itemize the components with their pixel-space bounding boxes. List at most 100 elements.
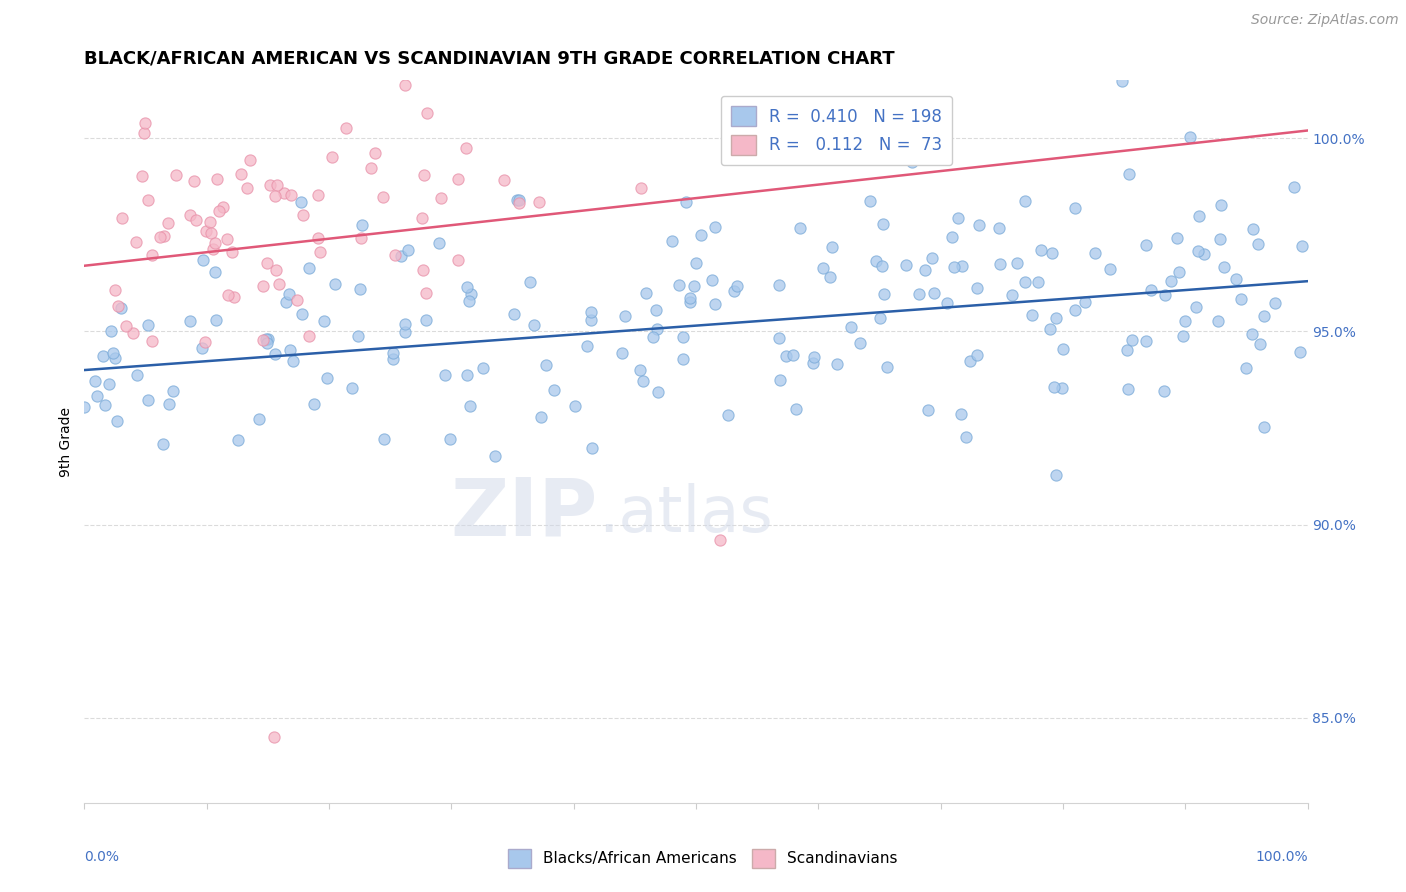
- Point: [396, 244, 419, 258]
- Point: [508, 196, 530, 211]
- Point: [870, 259, 893, 273]
- Point: [98, 376, 121, 391]
- Point: [1116, 382, 1139, 396]
- Point: [950, 408, 973, 422]
- Point: [967, 218, 990, 232]
- Point: [323, 277, 346, 292]
- Point: [1064, 201, 1087, 215]
- Point: [312, 313, 335, 327]
- Point: [198, 215, 221, 229]
- Point: [193, 253, 215, 268]
- Point: [959, 353, 981, 368]
- Point: [908, 286, 931, 301]
- Point: [217, 288, 239, 302]
- Point: [125, 368, 148, 383]
- Point: [382, 345, 405, 359]
- Point: [811, 261, 834, 276]
- Text: Source: ZipAtlas.com: Source: ZipAtlas.com: [1251, 13, 1399, 28]
- Point: [364, 146, 387, 161]
- Point: [1192, 247, 1215, 261]
- Point: [689, 227, 711, 242]
- Point: [134, 116, 156, 130]
- Text: ZIP: ZIP: [451, 475, 598, 553]
- Point: [471, 361, 494, 376]
- Point: [125, 235, 148, 250]
- Point: [1014, 276, 1036, 290]
- Point: [132, 126, 155, 140]
- Point: [506, 193, 529, 207]
- Point: [503, 307, 526, 321]
- Point: [825, 357, 848, 371]
- Point: [136, 392, 159, 407]
- Point: [876, 359, 898, 374]
- Point: [769, 373, 792, 387]
- Point: [789, 221, 811, 235]
- Point: [1074, 294, 1097, 309]
- Point: [292, 208, 315, 222]
- Point: [914, 263, 936, 277]
- Point: [865, 253, 887, 268]
- Point: [1029, 243, 1052, 257]
- Point: [704, 297, 727, 311]
- Point: [564, 399, 586, 413]
- Point: [152, 228, 174, 243]
- Point: [950, 259, 973, 273]
- Point: [433, 368, 456, 382]
- Point: [195, 224, 218, 238]
- Point: [768, 277, 790, 292]
- Point: [965, 38, 987, 53]
- Point: [700, 272, 723, 286]
- Point: [785, 402, 807, 417]
- Point: [1213, 260, 1236, 274]
- Point: [183, 174, 205, 188]
- Point: [917, 403, 939, 417]
- Point: [709, 533, 731, 547]
- Point: [645, 322, 668, 336]
- Point: [941, 229, 963, 244]
- Point: [447, 252, 470, 267]
- Point: [200, 226, 222, 240]
- Point: [264, 263, 287, 277]
- Point: [946, 211, 969, 225]
- Point: [291, 307, 314, 321]
- Point: [273, 186, 295, 200]
- Point: [157, 397, 180, 411]
- Point: [768, 331, 790, 345]
- Point: [1014, 194, 1036, 208]
- Point: [86, 389, 108, 403]
- Point: [901, 154, 924, 169]
- Point: [1052, 343, 1074, 357]
- Point: [1118, 167, 1140, 181]
- Point: [872, 217, 894, 231]
- Legend: R =  0.410   N = 198, R =   0.112   N =  73: R = 0.410 N = 198, R = 0.112 N = 73: [721, 95, 952, 165]
- Point: [782, 348, 804, 362]
- Point: [1171, 328, 1194, 343]
- Point: [988, 221, 1011, 235]
- Point: [581, 441, 603, 455]
- Point: [256, 256, 278, 270]
- Point: [389, 249, 412, 263]
- Point: [630, 180, 652, 194]
- Point: [672, 352, 695, 367]
- Point: [179, 208, 201, 222]
- Point: [672, 330, 695, 344]
- Point: [484, 449, 506, 463]
- Point: [725, 279, 748, 293]
- Point: [675, 195, 697, 210]
- Point: [1284, 179, 1306, 194]
- Point: [111, 211, 134, 226]
- Point: [73, 400, 96, 414]
- Point: [91, 349, 114, 363]
- Point: [685, 255, 707, 269]
- Point: [347, 328, 370, 343]
- Point: [1234, 361, 1257, 376]
- Point: [456, 368, 478, 382]
- Point: [801, 356, 824, 370]
- Point: [412, 263, 434, 277]
- Legend: Blacks/African Americans, Scandinavians: Blacks/African Americans, Scandinavians: [502, 843, 904, 873]
- Point: [259, 178, 281, 192]
- Point: [162, 384, 184, 399]
- Point: [1247, 237, 1270, 252]
- Point: [204, 236, 226, 251]
- Point: [215, 232, 238, 246]
